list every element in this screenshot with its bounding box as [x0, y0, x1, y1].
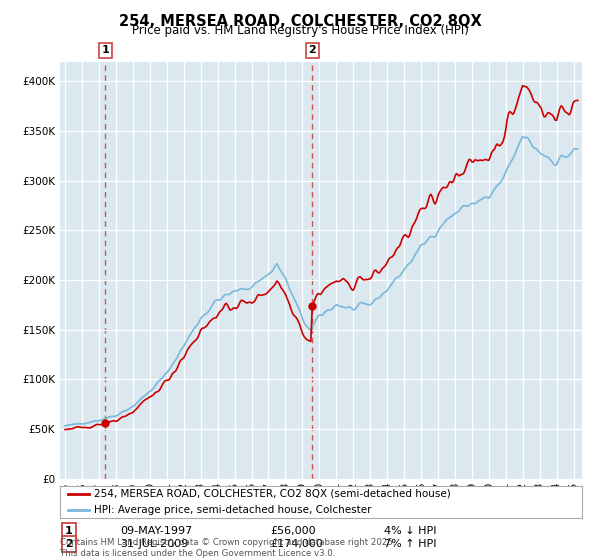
Text: 4% ↓ HPI: 4% ↓ HPI [384, 526, 437, 536]
Text: Price paid vs. HM Land Registry's House Price Index (HPI): Price paid vs. HM Land Registry's House … [131, 24, 469, 36]
Text: 1: 1 [101, 45, 109, 55]
Text: HPI: Average price, semi-detached house, Colchester: HPI: Average price, semi-detached house,… [94, 505, 371, 515]
Text: 31-JUL-2009: 31-JUL-2009 [120, 539, 188, 549]
Text: £56,000: £56,000 [270, 526, 316, 536]
Text: 254, MERSEA ROAD, COLCHESTER, CO2 8QX: 254, MERSEA ROAD, COLCHESTER, CO2 8QX [119, 14, 481, 29]
Text: 09-MAY-1997: 09-MAY-1997 [120, 526, 192, 536]
Text: Contains HM Land Registry data © Crown copyright and database right 2025.
This d: Contains HM Land Registry data © Crown c… [60, 538, 395, 558]
Text: 2: 2 [65, 539, 73, 549]
Text: 7% ↑ HPI: 7% ↑ HPI [384, 539, 437, 549]
Text: 254, MERSEA ROAD, COLCHESTER, CO2 8QX (semi-detached house): 254, MERSEA ROAD, COLCHESTER, CO2 8QX (s… [94, 489, 451, 499]
Text: 2: 2 [308, 45, 316, 55]
Text: 1: 1 [65, 526, 73, 536]
Text: £174,000: £174,000 [270, 539, 323, 549]
